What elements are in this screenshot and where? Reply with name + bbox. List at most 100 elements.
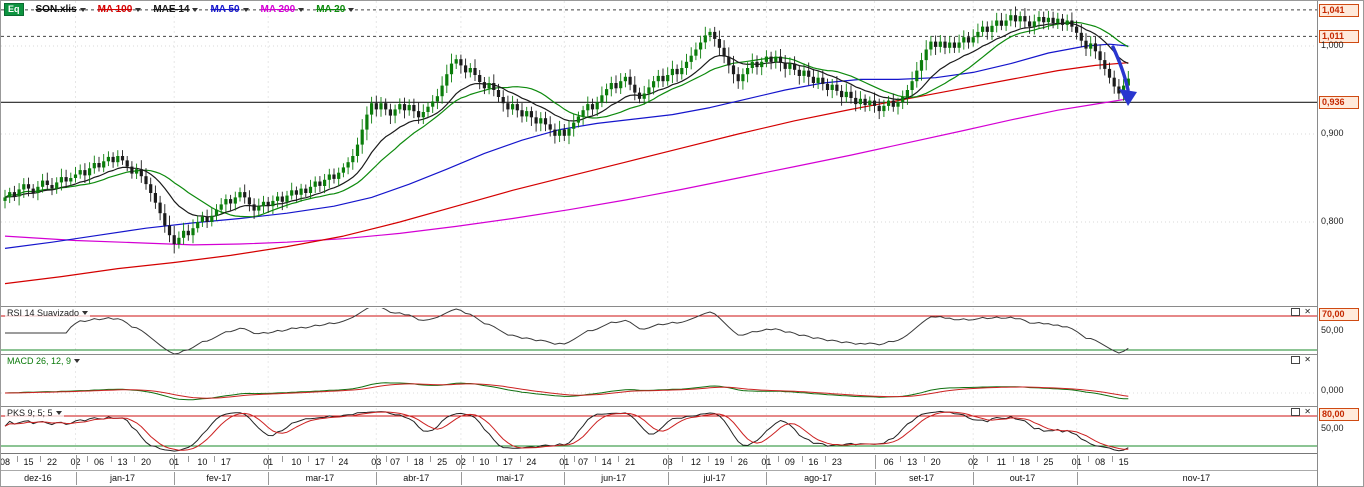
axis-tick <box>268 455 270 469</box>
price-scale-label: 0,800 <box>1321 216 1344 226</box>
macd-scale-label: 0,000 <box>1321 385 1344 395</box>
legend-label: MAE 14 <box>153 4 190 15</box>
close-icon[interactable]: ✕ <box>1304 355 1311 364</box>
axis-tick <box>331 456 333 462</box>
day-label: 13 <box>907 457 918 467</box>
axis-tick <box>900 456 902 462</box>
macd-title: MACD 26, 12, 9 <box>7 356 72 366</box>
pks-header[interactable]: PKS 9; 5; 5 <box>5 408 64 418</box>
axis-tick <box>430 456 432 462</box>
day-label: 15 <box>23 457 34 467</box>
axis-tick <box>1076 455 1078 469</box>
axis-tick <box>1088 456 1090 462</box>
level-price-label[interactable]: 1,041 <box>1319 3 1359 17</box>
day-label: 24 <box>526 457 537 467</box>
month-label: jan-17 <box>109 473 136 483</box>
legend-ma-50[interactable]: MA 50 <box>210 4 249 15</box>
axis-row-divider <box>1 470 1317 471</box>
price-scale-label: 0,900 <box>1321 128 1344 138</box>
pks-scale-label[interactable]: 80,00 <box>1319 408 1359 421</box>
macd-header[interactable]: MACD 26, 12, 9 <box>5 356 83 366</box>
price-scale-label: 1,000 <box>1321 40 1344 50</box>
close-icon[interactable]: ✕ <box>1304 307 1311 316</box>
axis-tick <box>778 456 780 462</box>
day-label: 17 <box>502 457 513 467</box>
month-label: abr-17 <box>403 473 430 483</box>
day-label: 12 <box>690 457 701 467</box>
panel-pks: PKS 9; 5; 5 ✕ <box>1 406 1317 454</box>
chart-legend: Eq SON.xlis MA 100 MAE 14 MA 50 MA 200 MA 20 <box>4 3 355 16</box>
axis-tick <box>973 455 975 469</box>
rsi-plot[interactable] <box>1 308 1317 355</box>
price-scale[interactable]: 1,041 1,011 0,936 1,000 0,900 0,800 70,00 50,00… <box>1317 1 1363 486</box>
axis-tick <box>1076 472 1078 485</box>
legend-ma-20[interactable]: MA 20 <box>316 4 355 15</box>
legend-label: MA 50 <box>210 4 240 15</box>
axis-tick <box>75 472 77 485</box>
axis-tick <box>268 472 270 485</box>
rsi-scale-label[interactable]: 70,00 <box>1319 308 1359 321</box>
day-label: 22 <box>46 457 58 467</box>
chevron-down-icon <box>135 7 142 12</box>
day-label: 20 <box>930 457 941 467</box>
time-axis[interactable]: 0815220206132001101701101724030718250210… <box>0 453 1363 486</box>
chevron-down-icon <box>79 7 86 12</box>
legend-label: MA 200 <box>260 4 296 15</box>
axis-tick <box>1111 456 1113 462</box>
day-label: 07 <box>390 457 401 467</box>
pks-plot[interactable] <box>1 408 1317 454</box>
day-label: 08 <box>0 457 11 467</box>
axis-tick <box>308 456 310 462</box>
axis-tick <box>16 456 18 462</box>
month-label: nov-17 <box>1182 473 1211 483</box>
panel-rsi: RSI 14 Suavizado ✕ <box>1 306 1317 355</box>
day-label: 21 <box>625 457 636 467</box>
maximize-icon[interactable] <box>1291 356 1301 364</box>
month-label: ago-17 <box>804 473 833 483</box>
axis-tick <box>75 455 77 469</box>
axis-tick <box>214 456 216 462</box>
axis-tick <box>594 456 596 462</box>
axis-tick <box>766 472 768 485</box>
main-price-chart[interactable] <box>1 1 1317 306</box>
axis-tick <box>134 456 136 462</box>
down-arrow-annotation[interactable] <box>1111 45 1137 106</box>
day-label: 06 <box>883 457 894 467</box>
month-label: out-17 <box>1009 473 1036 483</box>
legend-label: MA 100 <box>97 4 133 15</box>
symbol-selector[interactable]: SON.xlis <box>36 4 86 15</box>
legend-mae-14[interactable]: MAE 14 <box>153 4 199 15</box>
axis-tick <box>618 456 620 462</box>
axis-tick <box>874 472 876 485</box>
maximize-icon[interactable] <box>1291 308 1301 316</box>
day-label: 10 <box>197 457 208 467</box>
close-icon[interactable]: ✕ <box>1304 407 1311 416</box>
axis-tick <box>87 456 89 462</box>
axis-tick <box>376 472 378 485</box>
panel-macd: MACD 26, 12, 9 ✕ <box>1 354 1317 407</box>
day-label: 25 <box>1043 457 1054 467</box>
macd-plot[interactable] <box>1 356 1317 407</box>
axis-tick <box>681 456 683 462</box>
day-label: 13 <box>117 457 128 467</box>
axis-tick <box>282 456 284 462</box>
level-price-label[interactable]: 0,936 <box>1319 96 1359 110</box>
axis-tick <box>973 472 975 485</box>
pks-scale-label: 50,00 <box>1321 423 1344 433</box>
axis-tick <box>667 455 669 469</box>
level-price-label[interactable]: 1,011 <box>1319 30 1359 44</box>
month-label: set-17 <box>908 473 935 483</box>
rsi-header[interactable]: RSI 14 Suavizado <box>5 308 91 318</box>
axis-tick <box>110 456 112 462</box>
day-label: 06 <box>93 457 105 467</box>
legend-ma-200[interactable]: MA 200 <box>261 4 305 15</box>
axis-tick <box>385 456 387 462</box>
day-label: 17 <box>314 457 325 467</box>
legend-ma-100[interactable]: MA 100 <box>98 4 142 15</box>
axis-tick <box>707 456 709 462</box>
chevron-down-icon <box>192 7 199 12</box>
axis-tick <box>801 456 803 462</box>
day-label: 18 <box>413 457 424 467</box>
maximize-icon[interactable] <box>1291 408 1301 416</box>
